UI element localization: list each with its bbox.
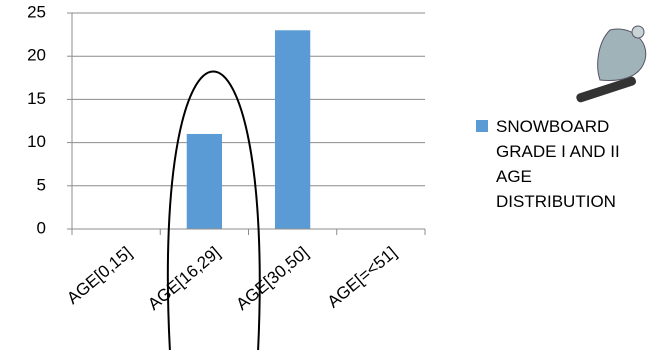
x-tick-label: AGE[=<51] <box>324 243 401 312</box>
y-tick-label: 20 <box>27 46 46 65</box>
x-tick-label: AGE[0,15] <box>63 243 135 308</box>
bar <box>186 133 223 229</box>
legend-label: SNOWBOARD GRADE I AND II AGE DISTRIBUTIO… <box>496 117 620 211</box>
y-tick-label: 5 <box>37 175 46 194</box>
y-tick-label: 15 <box>27 89 46 108</box>
legend-swatch <box>476 120 488 132</box>
y-tick-label: 25 <box>27 2 46 21</box>
y-tick-label: 10 <box>27 132 46 151</box>
snowboarder-icon <box>576 25 647 103</box>
bar <box>274 30 311 230</box>
y-tick-label: 0 <box>37 218 46 237</box>
x-tick-label: AGE[30,50] <box>233 243 313 314</box>
x-tick-label: AGE[16,29] <box>144 243 224 314</box>
ellipse-annotation <box>166 70 261 350</box>
